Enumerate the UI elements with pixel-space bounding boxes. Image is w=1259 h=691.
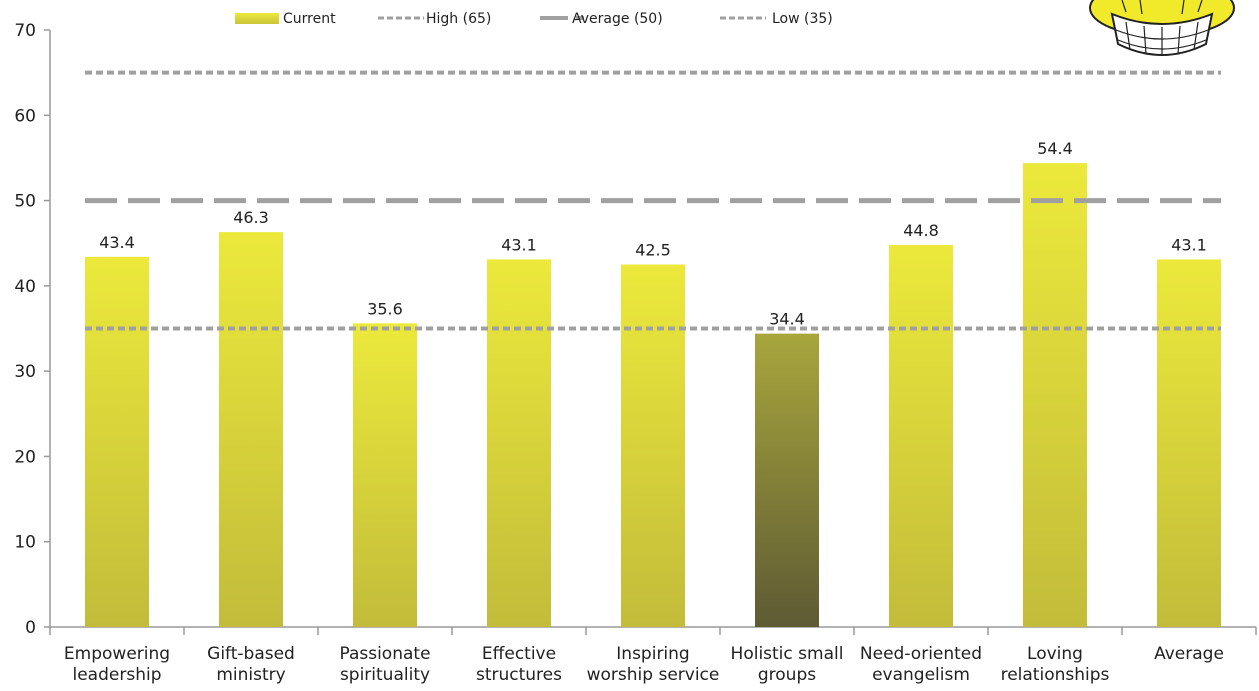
y-tick-label: 70	[14, 21, 36, 41]
x-category-label-line: structures	[476, 665, 562, 685]
legend-label: Low (35)	[772, 11, 833, 27]
legend-label: Current	[283, 11, 336, 27]
data-label: 46.3	[233, 208, 269, 227]
bar	[1023, 163, 1087, 627]
x-category-label: Empowering leadership	[64, 644, 170, 685]
x-category-label-line: spirituality	[340, 665, 430, 685]
x-category-label-line: Inspiring	[616, 644, 689, 664]
data-label: 42.5	[635, 241, 671, 260]
bar	[621, 264, 685, 627]
x-category-label-line: groups	[758, 665, 816, 685]
x-category-label-line: relationships	[1001, 665, 1110, 685]
x-category-label-line: Average	[1154, 644, 1224, 664]
bar-layer	[85, 163, 1221, 628]
reference-lines	[85, 70, 1221, 331]
bar	[353, 323, 417, 627]
y-tick-label: 50	[14, 192, 36, 212]
data-label: 43.4	[99, 233, 135, 252]
legend: Current High (65) Average (50) Low (35)	[235, 11, 833, 27]
data-label: 54.4	[1037, 139, 1073, 158]
x-category-label-line: ministry	[216, 665, 285, 685]
x-category-label-line: Effective	[482, 644, 556, 664]
data-label: 35.6	[367, 299, 403, 318]
data-label: 34.4	[769, 310, 805, 329]
x-category-label-line: Holistic small	[731, 644, 844, 664]
bar-highlighted	[755, 333, 819, 627]
x-category-label-line: Need-oriented	[860, 644, 982, 664]
bar	[85, 256, 149, 627]
label-layer: 43.4 Empowering leadership 46.3 Gift-based mi…	[64, 139, 1224, 685]
x-category-label: Need-oriented evangelism	[860, 644, 982, 685]
y-tick-label: 20	[14, 447, 36, 467]
x-category-label: Average	[1154, 644, 1224, 664]
x-category-label-line: leadership	[73, 665, 162, 685]
data-label: 44.8	[903, 221, 939, 240]
x-category-label: Holistic small groups	[731, 644, 844, 685]
y-tick-label: 30	[14, 362, 36, 382]
legend-label: High (65)	[426, 11, 491, 27]
bar	[889, 244, 953, 628]
x-category-label-line: Loving	[1027, 644, 1083, 664]
x-category-label: Loving relationships	[1001, 644, 1110, 685]
x-category-label-line: Empowering	[64, 644, 170, 664]
x-category-label-line: worship service	[587, 665, 720, 685]
x-category-label-line: Passionate	[339, 644, 430, 664]
x-category-label: Passionate spirituality	[339, 644, 430, 685]
data-label: 43.1	[501, 235, 537, 254]
bar	[1157, 259, 1221, 627]
x-category-label: Inspiring worship service	[587, 644, 720, 685]
x-category-label: Effective structures	[476, 644, 562, 685]
x-category-label: Gift-based ministry	[207, 644, 295, 685]
data-label: 43.1	[1171, 235, 1207, 254]
y-tick-label: 40	[14, 277, 36, 297]
x-category-label-line: evangelism	[872, 665, 970, 685]
y-tick-label: 10	[14, 533, 36, 553]
y-tick-label: 60	[14, 106, 36, 126]
x-category-label-line: Gift-based	[207, 644, 295, 664]
yellow-cup-illustration-icon	[1089, 0, 1235, 56]
legend-label: Average (50)	[572, 11, 663, 27]
bar	[487, 259, 551, 627]
legend-swatch-current	[235, 13, 279, 24]
bar	[219, 232, 283, 627]
y-tick-label: 0	[25, 618, 36, 638]
